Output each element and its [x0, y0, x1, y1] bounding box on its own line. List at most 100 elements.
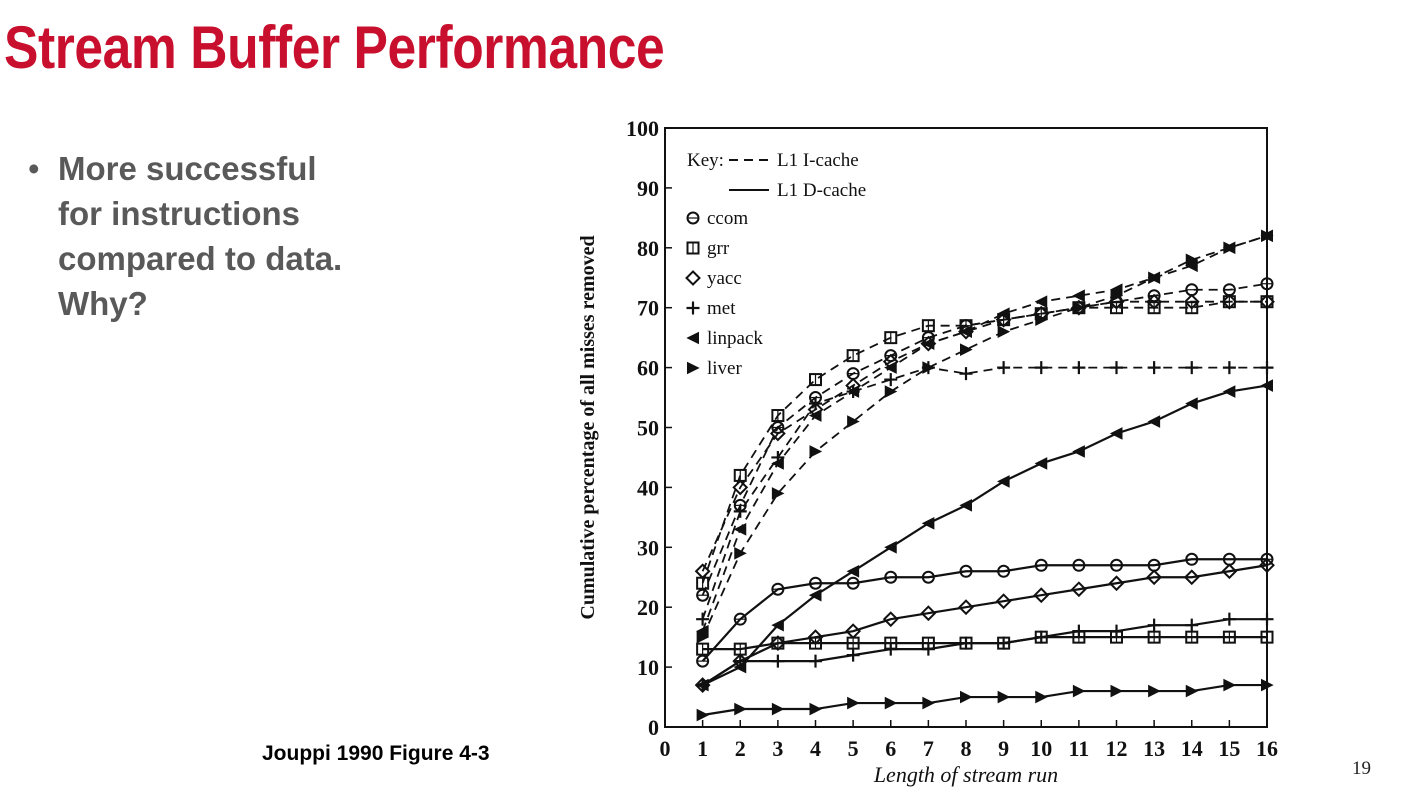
bullet-list: • More successful for instructions compa… [28, 146, 428, 326]
data-point-triangle-right-icache [1148, 271, 1161, 285]
data-point-triangle-left-icache [1072, 289, 1085, 303]
legend-line-label: L1 D-cache [777, 180, 866, 201]
data-point-triangle-right-icache [734, 546, 747, 560]
data-point-triangle-left-dcache [921, 517, 935, 530]
data-point-plus-icache [696, 612, 710, 626]
data-point-triangle-left-dcache [884, 540, 897, 554]
data-point-diamond-icache [1146, 293, 1163, 310]
series-line-ccom-icache [701, 282, 1268, 596]
data-point-plus-dcache [959, 636, 973, 650]
data-point-triangle-right-icache [847, 415, 860, 428]
y-axis-label: Cumulative percentage of all misses remo… [577, 235, 599, 619]
legend-marker-triangle-right [687, 361, 700, 375]
data-point-diamond-dcache [769, 635, 786, 652]
data-point-triangle-left-dcache [959, 499, 972, 512]
data-point-plus-dcache [997, 636, 1011, 650]
data-point-triangle-right-dcache [847, 696, 860, 710]
y-tick-label: 100 [626, 116, 659, 141]
y-tick-label: 90 [637, 176, 659, 201]
data-point-triangle-right-dcache [922, 696, 935, 710]
data-point-triangle-left-dcache [1147, 415, 1161, 428]
data-point-triangle-right-dcache [1072, 684, 1086, 698]
series-line-linpack-icache [701, 234, 1268, 632]
series-line-grr-icache [701, 300, 1267, 584]
data-point-triangle-right-icache [922, 361, 935, 374]
data-point-triangle-left-icache [846, 385, 860, 398]
data-point-triangle-left-dcache [846, 564, 860, 578]
x-tick-label: 1 [697, 736, 708, 761]
data-point-diamond-dcache [1033, 587, 1050, 604]
data-point-triangle-left-dcache [733, 660, 747, 674]
data-point-triangle-right-dcache [734, 702, 747, 716]
data-point-triangle-left-icache [733, 523, 747, 536]
data-point-triangle-right-icache [809, 445, 823, 458]
data-point-triangle-left-icache [959, 325, 972, 338]
data-point-plus-icache [1185, 361, 1199, 375]
chart-legend: Key: L1 I-cache L1 D-cache ccom grr yacc met li… [687, 150, 866, 379]
y-tick-label: 30 [637, 535, 659, 560]
series-line-linpack-dcache [702, 384, 1268, 687]
bullet-dot-icon: • [28, 150, 40, 187]
data-point-diamond-icache [1221, 293, 1238, 310]
y-tick-label: 60 [637, 356, 659, 381]
figure-caption: Jouppi 1990 Figure 4-3 [262, 742, 490, 765]
y-tick-label: 0 [648, 715, 659, 740]
data-point-triangle-right-dcache [997, 690, 1011, 704]
x-tick-label: 5 [848, 736, 859, 761]
data-point-triangle-right-icache [960, 343, 973, 356]
data-point-triangle-left-dcache [1034, 457, 1048, 470]
data-point-diamond-dcache [958, 599, 974, 616]
data-point-diamond-dcache [920, 605, 937, 622]
data-point-plus-icache [997, 361, 1011, 375]
page-number: 19 [1352, 758, 1371, 779]
data-point-plus-dcache [809, 654, 822, 668]
data-point-triangle-right-dcache [771, 702, 785, 716]
data-point-plus-icache [1260, 361, 1274, 375]
data-point-triangle-left-dcache [1185, 397, 1198, 410]
data-point-plus-icache [733, 504, 747, 518]
x-tick-label: 10 [1030, 736, 1052, 761]
data-point-triangle-left-icache [884, 361, 897, 374]
y-tick-label: 50 [637, 416, 659, 441]
data-point-diamond-dcache [995, 593, 1012, 610]
data-point-diamond-dcache [807, 629, 824, 646]
x-tick-label: 4 [810, 736, 821, 761]
data-point-triangle-right-dcache [1148, 684, 1161, 698]
data-point-plus-icache [1034, 361, 1048, 375]
x-tick-label: 0 [660, 736, 671, 761]
y-tick-label: 20 [637, 595, 659, 620]
data-point-plus-dcache [1034, 630, 1048, 644]
data-point-plus-dcache [771, 654, 785, 668]
data-point-plus-icache [1110, 361, 1123, 375]
data-point-triangle-right-icache [1223, 241, 1236, 255]
data-point-diamond-dcache [845, 623, 862, 640]
x-tick-label: 13 [1143, 736, 1165, 761]
x-tick-label: 6 [885, 736, 896, 761]
data-point-triangle-right-icache [1110, 289, 1124, 303]
data-point-diamond-dcache [1183, 569, 1200, 586]
x-tick-label: 8 [961, 736, 972, 761]
bullet-item: • More successful for instructions compa… [28, 146, 428, 326]
series-line-yacc-icache [701, 300, 1267, 572]
data-point-plus-dcache [1260, 612, 1274, 626]
data-point-triangle-right-dcache [809, 702, 823, 716]
data-point-diamond-dcache [1070, 581, 1087, 598]
data-point-plus-icache [1072, 361, 1086, 375]
data-point-triangle-right-dcache [1223, 678, 1236, 692]
data-point-plus-dcache [1222, 612, 1236, 626]
x-tick-label: 3 [772, 736, 783, 761]
legend-marker-triangle-left [686, 331, 699, 345]
data-point-diamond-icache [769, 425, 786, 442]
data-point-plus-icache [1147, 361, 1161, 375]
legend-series-label: liver [707, 358, 742, 379]
data-point-triangle-right-dcache [1035, 690, 1048, 704]
data-point-triangle-left-icache [1034, 295, 1048, 309]
series-line-liver-icache [701, 234, 1268, 638]
data-point-plus-icache [809, 397, 822, 411]
legend-marker-diamond [685, 270, 701, 286]
data-point-plus-dcache [1110, 624, 1123, 638]
x-tick-label: 14 [1181, 736, 1203, 761]
x-tick-label: 2 [735, 736, 746, 761]
bullet-text: More successful for instructions compare… [58, 150, 343, 322]
data-point-triangle-right-dcache [960, 690, 973, 704]
